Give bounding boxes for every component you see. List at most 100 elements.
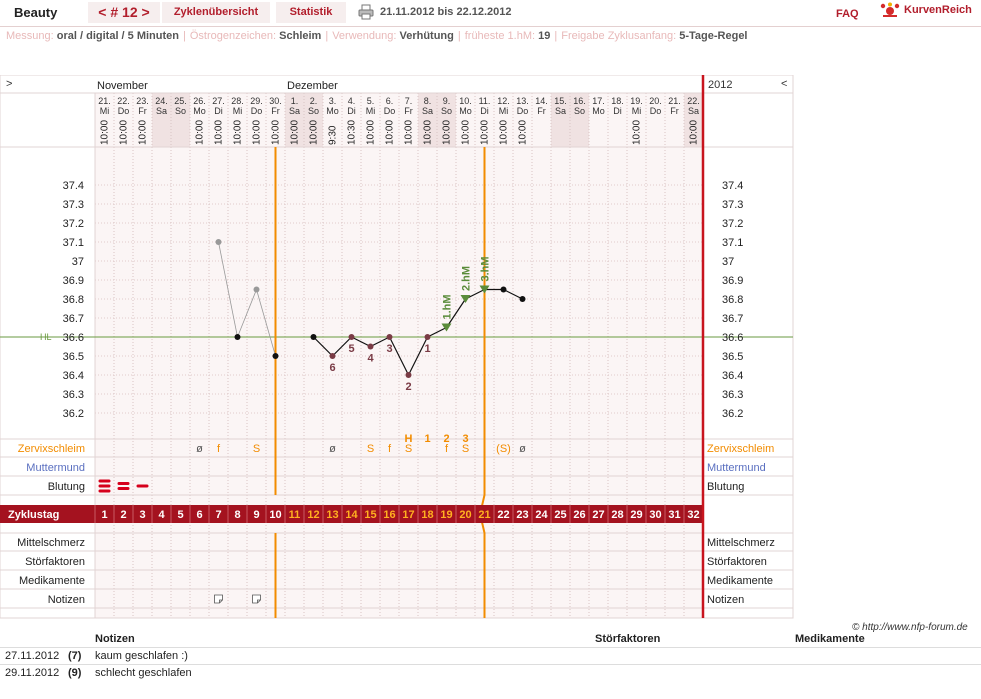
cycle-day-number: 20 <box>459 509 471 521</box>
nav-prev-arrow[interactable]: > <box>6 78 12 90</box>
cycle-day-number: 19 <box>440 509 452 521</box>
disturbances-header: Störfaktoren <box>595 633 661 645</box>
row-label-right: Notizen <box>707 594 744 606</box>
measure-time: 10:00 <box>404 120 415 145</box>
tab-cycle-overview[interactable]: Zyklenübersicht <box>162 2 270 23</box>
day-number: 15. <box>554 96 567 106</box>
measure-time: 10:00 <box>442 120 453 145</box>
weekend-column <box>570 93 589 147</box>
cervical-mucus-symbol: S <box>462 443 469 455</box>
temperature-line-segment <box>256 289 276 357</box>
measure-time: 10:00 <box>480 120 491 145</box>
printer-icon[interactable] <box>358 4 374 20</box>
y-tick-label-right: 37.3 <box>722 199 743 211</box>
cervical-mucus-symbol: f <box>445 443 449 455</box>
cycle-day-number: 28 <box>611 509 623 521</box>
weekday-label: So <box>574 106 585 116</box>
cycle-day-number: 3 <box>139 509 145 521</box>
low-count-number: 4 <box>367 353 374 365</box>
temperature-line-segment <box>370 336 390 348</box>
weekday-label: Di <box>214 106 223 116</box>
cycle-day-number: 4 <box>158 509 165 521</box>
note-cycle-day: (9) <box>68 667 82 679</box>
day-number: 26. <box>193 96 206 106</box>
temperature-point <box>215 239 222 245</box>
weekday-label: So <box>441 106 452 116</box>
row-label-right: Muttermund <box>707 462 766 474</box>
weekday-label: Do <box>251 106 263 116</box>
cycle-name: Beauty <box>2 2 94 23</box>
mucus-peak-count: H <box>405 433 413 445</box>
copyright: © http://www.nfp-forum.de <box>852 622 968 633</box>
medications-header: Medikamente <box>795 633 865 645</box>
cycle-day-number: 14 <box>345 509 358 521</box>
day-number: 6. <box>386 96 394 106</box>
y-tick-label-left: 36.4 <box>63 370 84 382</box>
temperature-line-segment <box>332 336 352 357</box>
note-icon[interactable] <box>214 594 223 604</box>
weekend-column <box>304 93 323 147</box>
tab-statistics[interactable]: Statistik <box>276 2 346 23</box>
weekday-label: Mi <box>100 106 110 116</box>
y-tick-label-left: 36.6 <box>63 332 84 344</box>
table-row: 29.11.2012 (9) schlecht geschlafen <box>0 664 981 681</box>
cycle-day-number: 1 <box>101 509 107 521</box>
note-icon[interactable] <box>252 594 261 604</box>
cycle-day-number: 22 <box>497 509 509 521</box>
cervical-mucus-symbol: (S) <box>496 443 511 455</box>
row-label-right: Blutung <box>707 481 744 493</box>
day-number: 1. <box>291 96 299 106</box>
temperature-point <box>405 372 412 378</box>
cycle-day-number: 6 <box>196 509 202 521</box>
day-number: 22. <box>687 96 700 106</box>
day-number: 7. <box>405 96 413 106</box>
cycle-info-line: Messung: oral / digital / 5 Minuten | Östr… <box>6 30 748 42</box>
weekend-column <box>152 93 171 147</box>
mucus-peak-count: 3 <box>462 433 468 445</box>
weekday-label: Fr <box>537 106 546 116</box>
cycle-day-number: 15 <box>364 509 376 521</box>
cycle-day-number: 10 <box>269 509 281 521</box>
day-number: 29. <box>250 96 263 106</box>
crown-logo-icon[interactable] <box>880 2 900 20</box>
temperature-point <box>329 353 336 359</box>
cycle-day-number: 26 <box>573 509 585 521</box>
y-tick-label-left: 37.1 <box>63 237 84 249</box>
weekend-column <box>285 93 304 147</box>
day-number: 19. <box>630 96 643 106</box>
row-label-left: Zervixschleim <box>18 443 85 455</box>
faq-link[interactable]: FAQ <box>836 8 859 20</box>
temperature-line-segment <box>313 336 333 357</box>
weekday-label: Sa <box>555 106 566 116</box>
bleeding-mark <box>98 479 111 483</box>
low-count-number: 6 <box>329 362 335 374</box>
brand-name[interactable]: KurvenReich <box>904 4 972 16</box>
bleeding-mark <box>98 484 111 488</box>
high-measurement-marker <box>460 295 471 303</box>
weekday-label: Fr <box>271 106 280 116</box>
row-label-left: Notizen <box>48 594 85 606</box>
row-label-right: Medikamente <box>707 575 773 587</box>
weekday-label: Do <box>517 106 529 116</box>
row-label-left: Mittelschmerz <box>17 537 85 549</box>
cycle-day-number: 17 <box>402 509 414 521</box>
temperature-line-segment <box>218 241 238 338</box>
info-label: Messung: <box>6 30 54 42</box>
weekday-label: Mo <box>592 106 605 116</box>
row-label-left: Medikamente <box>19 575 85 587</box>
temperature-line-segment <box>446 298 466 328</box>
day-number: 21. <box>668 96 681 106</box>
measure-time: 10:00 <box>309 120 320 145</box>
measure-time: 10:00 <box>689 120 700 145</box>
weekday-label: Sa <box>688 106 699 116</box>
temperature-point <box>234 334 241 340</box>
temperature-point <box>348 334 355 340</box>
nav-next-arrow[interactable]: < <box>781 78 787 90</box>
cycle-day-number: 18 <box>421 509 433 521</box>
cycle-selector[interactable]: < # 12 > <box>88 2 160 23</box>
y-tick-label-left: 36.9 <box>63 275 84 287</box>
y-tick-label-right: 36.4 <box>722 370 743 382</box>
weekend-column <box>551 93 570 147</box>
day-number: 17. <box>592 96 605 106</box>
cervical-mucus-symbol: S <box>367 443 374 455</box>
